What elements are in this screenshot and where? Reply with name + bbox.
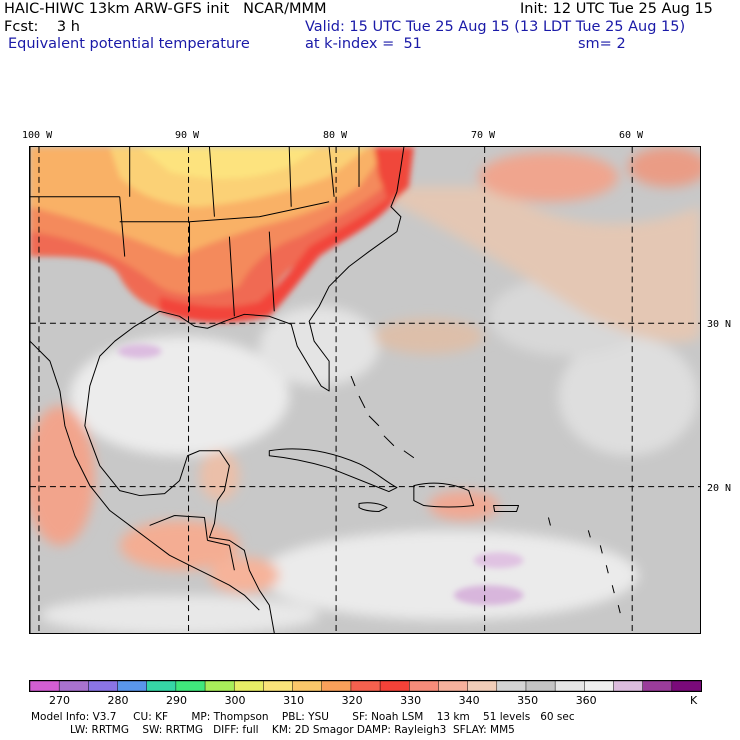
colorbar-segment <box>117 681 148 691</box>
colorbar-segment <box>584 681 615 691</box>
lat-label-30n: 30 N <box>707 319 732 330</box>
lon-label-70w: 70 W <box>471 130 496 141</box>
colorbar-segment <box>467 681 498 691</box>
colorbar-segment <box>292 681 323 691</box>
colorbar-segment <box>350 681 381 691</box>
model-title: HAIC-HIWC 13km ARW-GFS init NCAR/MMM <box>4 1 327 17</box>
lon-label-90w: 90 W <box>175 130 200 141</box>
colorbar <box>29 680 702 692</box>
colorbar-segment <box>58 681 90 691</box>
colorbar-segment <box>671 681 701 691</box>
lavender-patches <box>117 344 524 606</box>
colorbar-segment <box>525 681 556 691</box>
valid-time: Valid: 15 UTC Tue 25 Aug 15 (13 LDT Tue … <box>305 19 686 35</box>
colorbar-tick-label: 330 <box>400 694 422 707</box>
physics-info-line: LW: RRTMG SW: RRTMG DIFF: full KM: 2D Sm… <box>70 724 515 736</box>
theta-e-map <box>29 146 701 634</box>
colorbar-segment <box>438 681 469 691</box>
colorbar-segment <box>554 681 586 691</box>
forecast-hour: Fcst: 3 h <box>4 19 80 35</box>
smoothing-info: sm= 2 <box>578 36 626 52</box>
colorbar-tick-label: 290 <box>166 694 188 707</box>
warm-land-shading <box>30 147 414 323</box>
colorbar-segment <box>88 681 119 691</box>
colorbar-segment <box>613 681 644 691</box>
colorbar-segment <box>263 681 294 691</box>
coastlines <box>30 147 621 633</box>
field-shading <box>30 147 700 633</box>
lon-label-60w: 60 W <box>619 130 644 141</box>
colorbar-segment <box>321 681 352 691</box>
colorbar-segment <box>496 681 527 691</box>
colorbar-tick-label: 270 <box>49 694 70 707</box>
colorbar-tick-label: 350 <box>517 694 539 707</box>
lon-label-80w: 80 W <box>323 130 348 141</box>
field-name: Equivalent potential temperature <box>8 36 250 52</box>
colorbar-segment <box>233 681 265 691</box>
model-info-line: Model Info: V3.7 CU: KF MP: Thompson PBL… <box>31 711 575 723</box>
colorbar-segment <box>379 681 411 691</box>
colorbar-segment <box>409 681 440 691</box>
colorbar-segment <box>30 681 60 691</box>
lon-label-100w: 100 W <box>22 130 53 141</box>
colorbar-segment <box>175 681 206 691</box>
colorbar-tick-label: 310 <box>283 694 305 707</box>
colorbar-segment <box>204 681 235 691</box>
colorbar-segment <box>642 681 673 691</box>
colorbar-tick-label: 340 <box>458 694 480 707</box>
colorbar-tick-label: 280 <box>107 694 129 707</box>
init-time: Init: 12 UTC Tue 25 Aug 15 <box>520 1 713 17</box>
colorbar-tick-label: 320 <box>341 694 363 707</box>
lat-label-20n: 20 N <box>707 483 732 494</box>
latlon-grid <box>30 147 700 633</box>
colorbar-segment <box>146 681 177 691</box>
colorbar-tick-label: 360 <box>575 694 597 707</box>
colorbar-unit: K <box>690 694 698 707</box>
level-info: at k-index = 51 <box>305 36 422 52</box>
colorbar-tick-label: 300 <box>224 694 246 707</box>
